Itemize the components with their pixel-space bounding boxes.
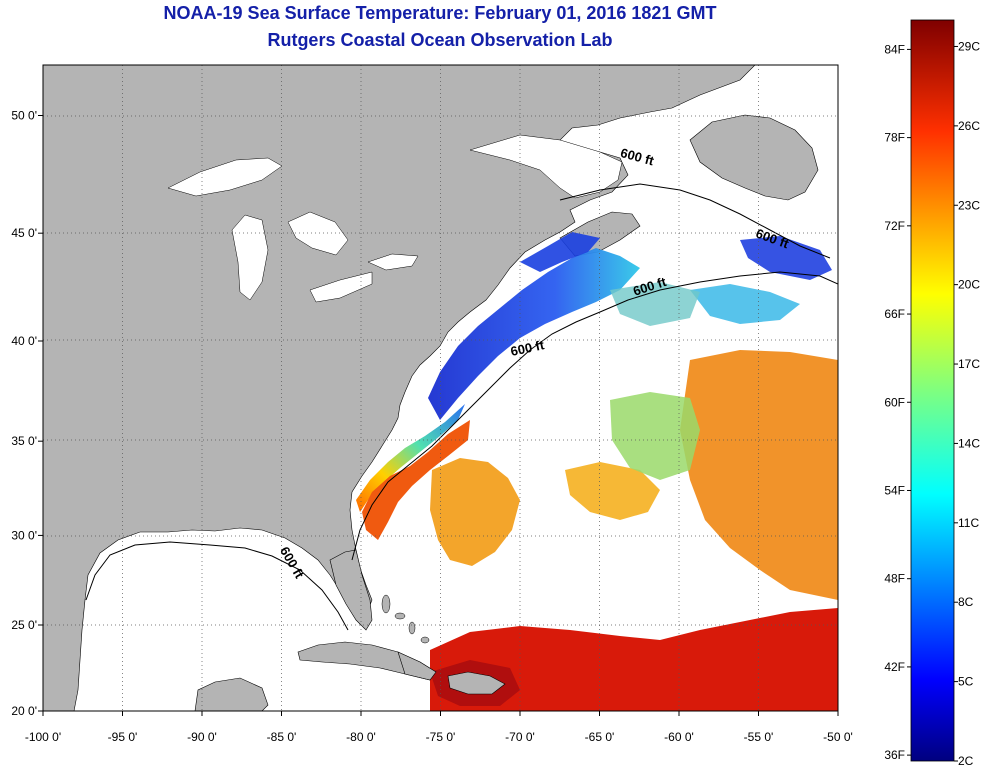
great-lakes <box>167 157 419 303</box>
sst-shelf-cold-water <box>428 248 640 420</box>
lon-tick-label: -85 0' <box>267 730 297 744</box>
sst-warm-gulf-stream <box>362 420 470 540</box>
colorbar-celsius-scale: 29C 26C 23C 20C 17C 14C 11C 8C 5C 2C <box>954 39 980 768</box>
sst-caribbean-hot <box>430 608 838 711</box>
map-graticule <box>43 65 838 711</box>
isobath-label-midatlantic: 600 ft <box>509 337 546 359</box>
lat-tick-label: 40 0' <box>11 334 37 348</box>
lon-tick-label: -80 0' <box>346 730 376 744</box>
colorbar-fahrenheit-label: 60F <box>884 395 905 409</box>
lon-tick-label: -90 0' <box>187 730 217 744</box>
sst-shelf-cold-north <box>520 232 600 272</box>
lon-tick-label: -75 0' <box>426 730 456 744</box>
lon-tick-label: -95 0' <box>108 730 138 744</box>
colorbar-celsius-label: 20C <box>958 278 980 292</box>
colorbar-fahrenheit-label: 84F <box>884 42 905 56</box>
lat-tick-label: 45 0' <box>11 226 37 240</box>
colorbar-fahrenheit-label: 42F <box>884 660 905 674</box>
colorbar-celsius-label: 11C <box>958 516 979 530</box>
newfoundland-island <box>689 114 819 201</box>
lon-tick-label: -70 0' <box>505 730 535 744</box>
st-lawrence-gulf <box>469 134 623 199</box>
lon-tick-label: -50 0' <box>823 730 853 744</box>
yucatan-peninsula <box>194 677 269 711</box>
lat-tick-label: 25 0' <box>11 618 37 632</box>
cuba-east-tip <box>397 651 437 681</box>
sst-east-greenish <box>610 392 700 480</box>
lat-tick-label: 35 0' <box>11 434 37 448</box>
map-plot-area: 600 ft 600 ft 600 ft 600 ft 600 ft <box>43 65 838 711</box>
sst-northeast-blue <box>740 236 832 280</box>
colorbar-celsius-label: 23C <box>958 198 980 212</box>
sst-northeast-cool <box>690 284 800 324</box>
lon-tick-label: -55 0' <box>744 730 774 744</box>
map-subtitle: Rutgers Coastal Ocean Observation Lab <box>267 30 613 50</box>
bahamas-islands <box>381 594 430 644</box>
colorbar-gradient <box>910 19 955 762</box>
lat-tick-label: 20 0' <box>11 704 37 718</box>
sst-mid-teal <box>610 282 700 326</box>
colorbar-fahrenheit-label: 72F <box>884 219 905 233</box>
temperature-colorbar: 84F 78F 72F 66F 60F 54F 48F 42F 36F 29C 26C 23C 20C… <box>884 19 980 768</box>
colorbar-fahrenheit-label: 78F <box>884 131 905 145</box>
map-title: NOAA-19 Sea Surface Temperature: Februar… <box>163 3 717 23</box>
colorbar-fahrenheit-label: 36F <box>884 748 905 762</box>
lon-tick-label: -65 0' <box>585 730 615 744</box>
longitude-axis: -100 0' -95 0' -90 0' -85 0' -80 0' -75 0' -70… <box>25 711 853 744</box>
lon-tick-label: -60 0' <box>664 730 694 744</box>
colorbar-fahrenheit-label: 54F <box>884 483 905 497</box>
lat-tick-label: 30 0' <box>11 528 37 542</box>
colorbar-fahrenheit-scale: 84F 78F 72F 66F 60F 54F 48F 42F 36F <box>884 42 911 762</box>
colorbar-celsius-label: 26C <box>958 119 980 133</box>
sst-central-warm <box>565 462 660 520</box>
colorbar-celsius-label: 29C <box>958 39 980 53</box>
north-america-landmass <box>43 65 756 711</box>
sst-sargasso-warm <box>430 458 520 566</box>
lon-tick-label: -100 0' <box>25 730 61 744</box>
sst-east-warm <box>680 350 838 600</box>
florida-peninsula <box>329 549 373 631</box>
latitude-axis: 20 0' 25 0' 30 0' 35 0' 40 0' 45 0' 50 0' <box>11 108 43 718</box>
sst-coastal-gradient <box>356 404 465 512</box>
colorbar-celsius-label: 2C <box>958 754 974 768</box>
colorbar-celsius-label: 5C <box>958 675 974 689</box>
colorbar-celsius-label: 17C <box>958 357 980 371</box>
colorbar-celsius-label: 8C <box>958 595 974 609</box>
hispaniola-island-top <box>447 671 506 695</box>
colorbar-celsius-label: 14C <box>958 436 980 450</box>
isobath-600ft <box>85 183 838 631</box>
colorbar-fahrenheit-label: 48F <box>884 572 905 586</box>
lat-tick-label: 50 0' <box>11 108 37 122</box>
colorbar-fahrenheit-label: 66F <box>884 307 905 321</box>
